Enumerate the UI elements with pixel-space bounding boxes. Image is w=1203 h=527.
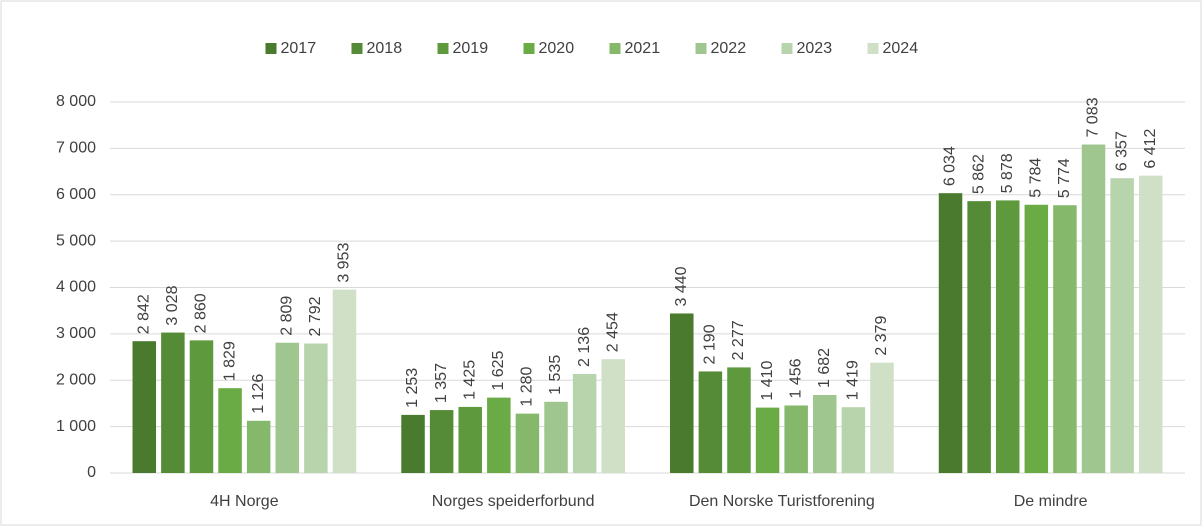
value-label: 2 136 (576, 327, 593, 367)
value-label: 1 253 (404, 368, 421, 408)
bar (246, 420, 271, 473)
bar (487, 397, 511, 473)
y-tick-label: 3 000 (56, 325, 96, 342)
value-label: 1 410 (759, 360, 776, 400)
bar (727, 367, 751, 473)
value-label: 3 440 (673, 266, 690, 306)
bar (784, 405, 808, 473)
legend-swatch (351, 43, 363, 54)
y-tick-label: 2 000 (56, 371, 96, 388)
value-label: 3 028 (164, 285, 181, 325)
bar (967, 201, 991, 473)
value-label: 1 126 (250, 374, 267, 414)
value-label: 3 953 (336, 243, 353, 283)
value-label: 2 379 (873, 316, 890, 356)
bar (698, 371, 723, 473)
bar (304, 343, 328, 473)
value-label: 5 774 (1056, 158, 1073, 198)
y-tick-label: 1 000 (56, 418, 96, 435)
bar (572, 373, 597, 473)
value-label: 6 357 (1113, 131, 1130, 171)
bar (458, 406, 482, 473)
legend-label: 2020 (539, 40, 575, 57)
value-label: 2 454 (604, 312, 621, 352)
legend-label: 2022 (711, 40, 747, 57)
legend-label: 2023 (797, 40, 833, 57)
legend-swatch (781, 43, 793, 54)
legend-swatch (867, 43, 879, 54)
y-tick-label: 0 (87, 464, 96, 481)
bar (401, 414, 425, 473)
bar (515, 413, 540, 473)
value-label: 1 280 (519, 366, 536, 406)
value-label: 2 190 (702, 324, 719, 364)
legend-swatch (265, 43, 277, 54)
value-label: 2 809 (278, 296, 295, 336)
value-label: 1 419 (845, 360, 862, 400)
bar (332, 289, 357, 473)
value-label: 1 456 (787, 358, 804, 398)
x-tick-label: De mindre (1014, 493, 1088, 510)
legend-swatch (695, 43, 707, 54)
value-label: 1 535 (547, 355, 564, 395)
y-tick-label: 6 000 (56, 186, 96, 203)
bar (218, 388, 242, 473)
value-label: 6 034 (942, 146, 959, 186)
value-label: 2 792 (307, 296, 324, 336)
bar (813, 394, 837, 473)
bar (670, 313, 694, 473)
value-label: 5 862 (970, 154, 987, 194)
legend-swatch (609, 43, 621, 54)
legend-label: 2019 (453, 40, 489, 57)
value-label: 7 083 (1085, 97, 1102, 137)
bar (544, 401, 568, 473)
x-tick-label: Norges speiderforbund (432, 493, 595, 510)
bar (870, 362, 894, 473)
legend-swatch (437, 43, 449, 54)
legend-label: 2017 (281, 40, 317, 57)
legend-label: 2021 (625, 40, 661, 57)
bar (601, 359, 625, 473)
bar (1024, 204, 1049, 473)
value-label: 2 860 (193, 293, 210, 333)
bar (429, 410, 454, 473)
bar (1053, 205, 1077, 473)
value-label: 2 842 (135, 294, 152, 334)
x-tick-label: 4H Norge (210, 493, 279, 510)
y-tick-label: 7 000 (56, 140, 96, 157)
y-tick-label: 8 000 (56, 93, 96, 110)
bar (938, 193, 963, 473)
value-label: 1 425 (461, 360, 478, 400)
legend-swatch (523, 43, 535, 54)
y-tick-label: 5 000 (56, 232, 96, 249)
bar (1138, 175, 1163, 473)
value-label: 1 682 (816, 348, 833, 388)
bar (995, 200, 1020, 473)
value-label: 1 625 (490, 351, 507, 391)
value-label: 5 878 (999, 153, 1016, 193)
legend-label: 2018 (367, 40, 403, 57)
x-tick-label: Den Norske Turistforening (689, 493, 875, 510)
bar (161, 332, 185, 473)
bar (1110, 178, 1134, 473)
value-label: 2 277 (730, 320, 747, 360)
value-label: 5 784 (1028, 158, 1045, 198)
value-label: 1 357 (433, 363, 450, 403)
bar (841, 407, 866, 473)
bar (189, 340, 214, 473)
y-tick-label: 4 000 (56, 279, 96, 296)
bar (755, 407, 780, 473)
bar (275, 342, 300, 473)
value-label: 6 412 (1142, 129, 1159, 169)
legend-label: 2024 (883, 40, 919, 57)
value-label: 1 829 (221, 341, 238, 381)
bar (132, 341, 157, 473)
bar (1081, 144, 1106, 473)
